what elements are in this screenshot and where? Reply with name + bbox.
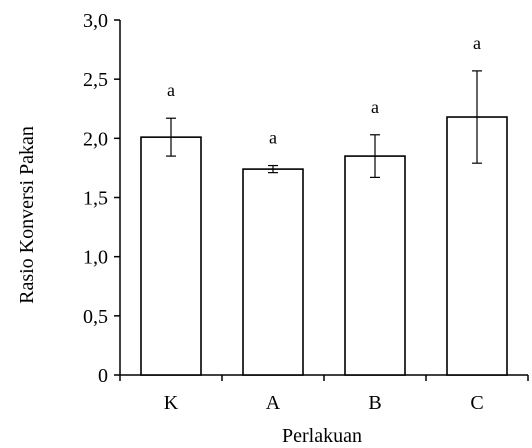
significance-label-A: a [269, 128, 277, 148]
bar-B [344, 155, 406, 376]
x-tick-label-C: C [470, 392, 483, 414]
bar-K [140, 136, 202, 376]
y-tick-label: 1,0 [83, 247, 108, 269]
x-axis-title: Perlakuan [282, 425, 362, 447]
x-tick-label-K: K [164, 392, 179, 414]
y-axis-title: Rasio Konversi Pakan [16, 126, 38, 304]
y-axis: 0 0,5 1,0 1,5 2,0 2,5 3,0 [83, 10, 121, 387]
significance-labels: a a a a [167, 33, 481, 148]
bars [140, 116, 508, 376]
error-bars [166, 70, 482, 178]
y-tick-label: 2,5 [83, 69, 108, 91]
x-tick-label-A: A [266, 392, 281, 414]
bar-A [242, 168, 304, 376]
significance-label-C: a [473, 33, 481, 53]
y-tick-label: 3,0 [83, 10, 108, 32]
y-tick-label: 1,5 [83, 188, 108, 210]
x-tick-label-B: B [368, 392, 381, 414]
significance-label-B: a [371, 97, 379, 117]
y-tick-label: 0 [98, 365, 108, 387]
y-tick-label: 2,0 [83, 128, 108, 150]
y-tick-label: 0,5 [83, 306, 108, 328]
significance-label-K: a [167, 80, 175, 100]
